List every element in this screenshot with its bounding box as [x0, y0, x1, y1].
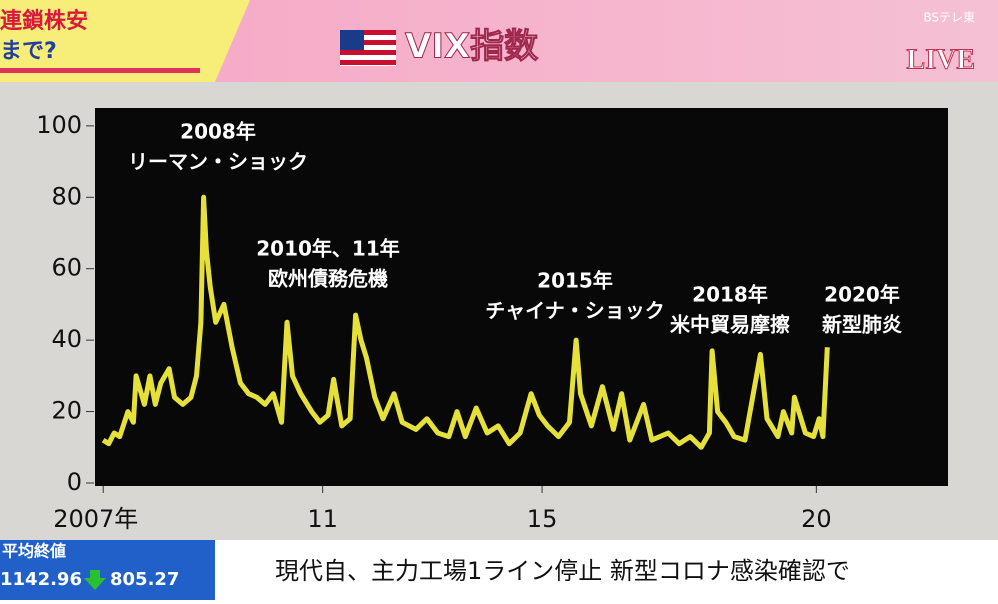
annotation-event: リーマン・ショック: [128, 150, 308, 174]
annotation-year: 2018年: [692, 283, 768, 307]
vix-line: [101, 194, 830, 450]
down-arrow: [84, 570, 106, 590]
ticker-value: 805.27: [110, 569, 179, 590]
x-tick-label: 11: [307, 505, 338, 533]
annotation-event: チャイナ・ショック: [485, 299, 664, 323]
ticker-prev: 1142.96: [0, 569, 82, 590]
annotation-event: 米中貿易摩擦: [670, 313, 790, 337]
annotation-year: 2015年: [537, 269, 613, 293]
title: VIX指数: [405, 27, 538, 67]
headline: 現代自、主力工場1ライン停止 新型コロナ感染確認で: [275, 557, 850, 585]
annotation-year: 2020年: [824, 283, 900, 307]
live-badge: LIVE: [907, 44, 975, 75]
ticker-index-box: [0, 540, 215, 600]
left-stripe: [0, 68, 200, 73]
left-bottom-text: まで?: [0, 39, 57, 64]
y-tick-label: 100: [36, 111, 82, 139]
annotation-year: 2008年: [180, 120, 256, 144]
annotation-year: 2010年、11年: [256, 237, 400, 261]
x-tick-label: 20: [801, 505, 832, 533]
ticker-label: 平均終値: [2, 542, 66, 561]
left-panel: [0, 0, 250, 82]
us-flag: [340, 30, 396, 66]
annotation-event: 新型肺炎: [822, 313, 902, 337]
y-tick-label: 60: [51, 254, 82, 282]
channel-logo: BSテレ東: [923, 11, 975, 25]
left-top-text: 連鎖株安: [0, 8, 88, 34]
y-tick-label: 0: [67, 468, 82, 496]
y-tick-label: 80: [51, 182, 82, 210]
x-tick-label: 15: [527, 505, 558, 533]
y-tick-label: 20: [51, 397, 82, 425]
annotation-event: 欧州債務危機: [268, 267, 388, 291]
y-tick-label: 40: [51, 325, 82, 353]
x-tick-label: 2007年: [53, 505, 138, 533]
